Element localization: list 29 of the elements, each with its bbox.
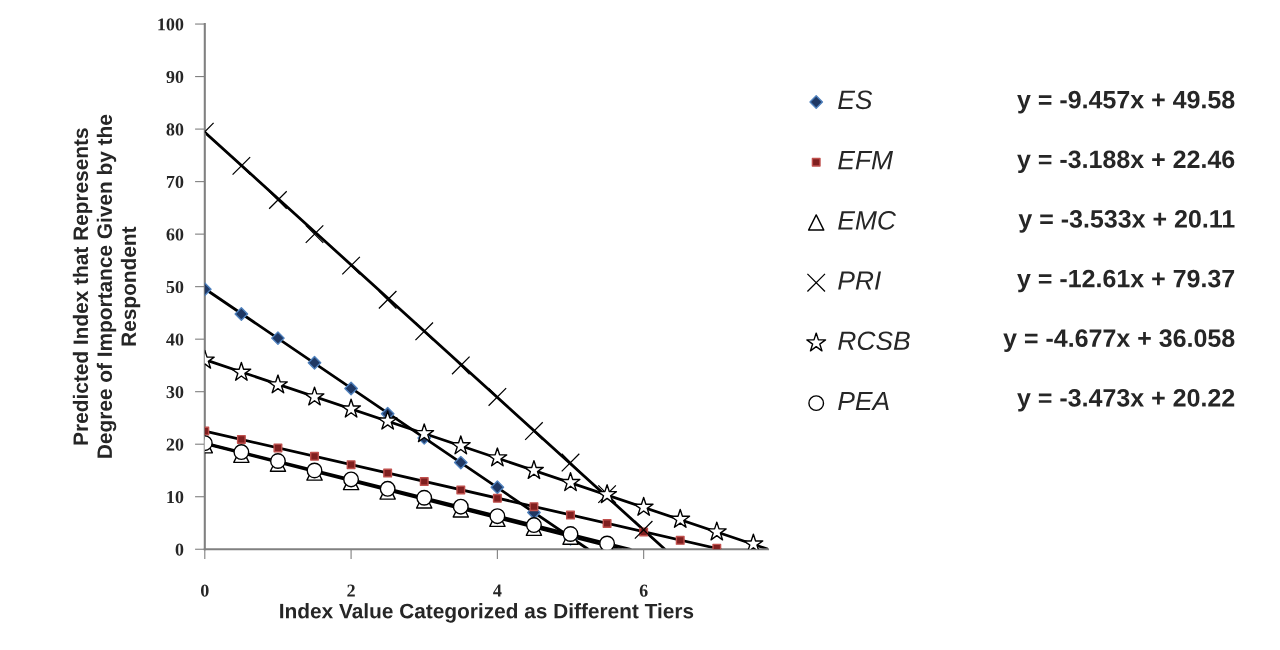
y-tick-label: 0 [175,543,184,556]
text: y = -3.473x + 20.22 [1017,388,1235,412]
y-tick-label: 10 [167,490,184,504]
legend-label: EFM [838,151,894,170]
y-axis-title: Predicted Index that Represents Degree of Importance Given by the Respondent [72,114,141,458]
legend-label: ES [838,90,873,110]
text: y = -4.677x + 36.058 [1003,329,1235,352]
legend-label: RCSB [838,331,910,351]
x-tick-label: 0 [200,584,209,597]
text: y = -9.457x + 49.58 [1017,90,1235,114]
y-tick-label: 40 [166,333,184,346]
legend-label: EMC [838,210,897,230]
x-tick-label: 2 [347,584,355,597]
x-axis-title: Index Value Categorized as Different Tiers [280,603,694,623]
y-tick-label: 90 [166,70,184,84]
y-tick-label: 80 [166,123,184,136]
text: y = -3.533x + 20.11 [1018,210,1235,233]
y-tick-label: 60 [166,228,184,241]
y-tick-label: 70 [166,175,184,189]
legend-label: PRI [838,271,882,290]
legend-label: PEA [838,391,889,411]
y-tick-label: 30 [166,385,184,399]
text: y = -12.61x + 79.37 [1017,269,1235,293]
y-tick-label: 20 [166,438,184,451]
y-tick-label: 100 [158,18,184,31]
y-tick-label: 50 [166,280,184,294]
x-tick-label: 6 [639,584,648,597]
x-tick-label: 4 [493,584,502,597]
text: y = -3.188x + 22.46 [1017,150,1235,174]
